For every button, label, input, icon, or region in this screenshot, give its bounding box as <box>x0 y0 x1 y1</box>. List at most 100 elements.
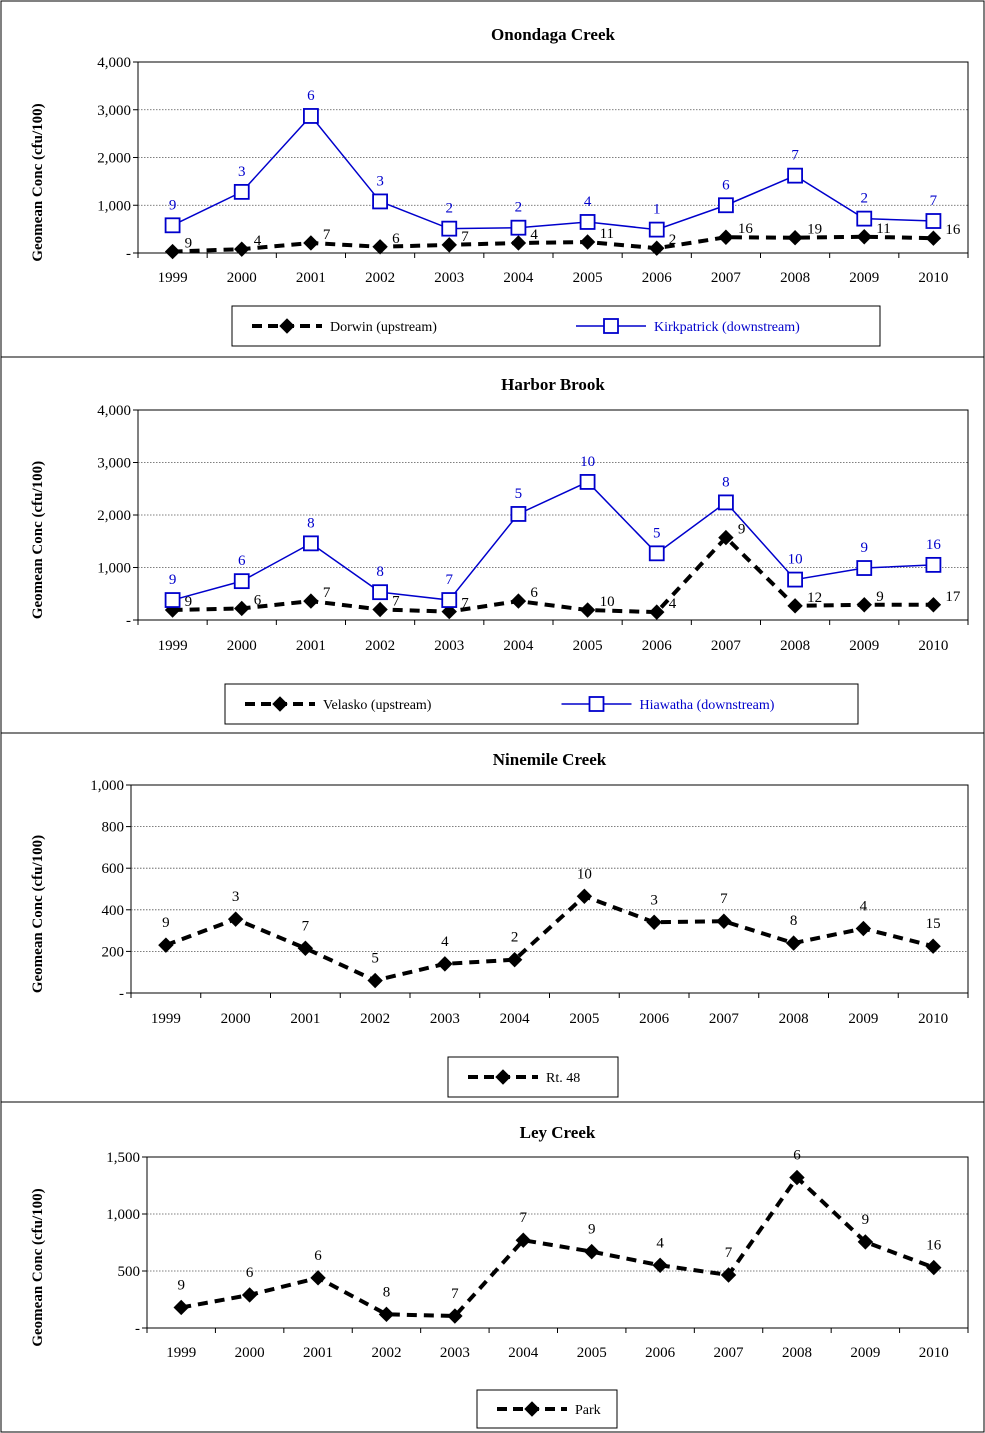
x-tick-label: 2007 <box>711 270 742 286</box>
x-tick-label: 2007 <box>709 1011 740 1027</box>
x-tick-label: 2006 <box>642 638 673 654</box>
data-point <box>785 935 802 951</box>
y-tick-label: 3,000 <box>97 103 131 119</box>
chart-panel-2: Harbor Brook Geomean Conc (cfu/100) - 1,000… <box>30 375 969 725</box>
data-point <box>303 593 319 609</box>
data-point <box>787 598 803 614</box>
data-label: 8 <box>722 474 730 490</box>
data-label: 7 <box>461 596 469 612</box>
data-point <box>372 193 388 210</box>
chart-title: Ley Creek <box>520 1123 596 1142</box>
data-point <box>720 1267 737 1283</box>
data-label: 11 <box>600 226 614 242</box>
data-point <box>925 230 942 246</box>
data-point <box>579 602 596 618</box>
x-tick-label: 2010 <box>918 1011 948 1027</box>
data-point <box>510 235 527 251</box>
data-label: 16 <box>945 222 961 238</box>
data-point <box>297 940 314 956</box>
data-point <box>303 108 319 124</box>
data-label: 4 <box>584 194 592 210</box>
x-tick-label: 2007 <box>711 638 742 654</box>
x-tick-label: 2003 <box>434 638 464 654</box>
data-point <box>579 214 596 230</box>
x-tick-label: 2000 <box>227 638 257 654</box>
data-label: 7 <box>302 918 310 934</box>
x-tick-label: 2001 <box>296 638 326 654</box>
data-point <box>173 1299 189 1316</box>
data-point <box>447 1308 463 1324</box>
x-tick-label: 2006 <box>642 270 673 286</box>
data-label: 16 <box>926 1238 942 1254</box>
y-tick-label: 1,000 <box>90 778 124 794</box>
data-label: 6 <box>722 177 730 193</box>
data-point <box>367 972 383 989</box>
data-point <box>718 197 734 214</box>
data-label: 5 <box>653 525 661 541</box>
data-label: 10 <box>788 552 803 568</box>
data-label: 7 <box>323 227 331 243</box>
legend-label: Velasko (upstream) <box>323 698 432 713</box>
data-point <box>787 571 803 588</box>
data-label: 4 <box>441 934 449 950</box>
data-label: 12 <box>807 590 822 606</box>
series-line <box>172 114 934 231</box>
data-label: 17 <box>945 589 961 605</box>
data-point <box>378 1306 395 1323</box>
data-label: 2 <box>446 201 454 217</box>
chart-panel-1: Onondaga Creek Geomean Conc (cfu/100) - 1,0… <box>30 25 969 347</box>
data-label: 7 <box>461 229 469 245</box>
data-label: 15 <box>926 916 941 932</box>
data-label: 9 <box>185 594 193 610</box>
x-tick-label: 2001 <box>290 1011 320 1027</box>
y-tick-label: 1,000 <box>97 198 131 214</box>
data-point <box>234 600 250 617</box>
x-tick-label: 1999 <box>151 1011 181 1027</box>
data-point <box>164 592 181 608</box>
y-tick-label: 1,000 <box>106 1207 140 1223</box>
data-point <box>310 1270 326 1286</box>
chart-title: Harbor Brook <box>501 375 605 394</box>
y-tick-label: 200 <box>102 944 125 960</box>
data-point <box>515 1232 531 1248</box>
y-tick-label: 2,000 <box>97 151 131 167</box>
data-point <box>372 239 388 255</box>
data-point <box>716 913 732 929</box>
y-tick-label: 400 <box>102 903 125 919</box>
y-axis-label: Geomean Conc (cfu/100) <box>30 461 46 619</box>
chart-panel-4: Ley Creek Geomean Conc (cfu/100) - 500 1,000… <box>30 1123 969 1429</box>
legend-box <box>231 305 881 347</box>
legend-marker <box>279 318 295 334</box>
data-point <box>510 593 527 609</box>
plot-frame <box>146 1156 969 1329</box>
x-tick-label: 2010 <box>918 638 948 654</box>
x-tick-label: 2009 <box>849 638 879 654</box>
x-tick-label: 2003 <box>440 1345 470 1361</box>
data-label: 3 <box>238 164 246 180</box>
data-label: 6 <box>314 1248 322 1264</box>
data-point <box>303 235 319 251</box>
data-label: 10 <box>577 866 592 882</box>
y-tick-label: 4,000 <box>97 403 131 419</box>
x-tick-label: 2010 <box>918 270 948 286</box>
data-point <box>856 210 873 227</box>
data-label: 7 <box>930 193 938 209</box>
data-label: 5 <box>371 951 379 967</box>
data-label: 6 <box>238 553 246 569</box>
data-point <box>164 243 181 260</box>
x-tick-label: 2004 <box>500 1011 531 1027</box>
y-tick-label: 1,500 <box>106 1150 140 1166</box>
data-point <box>925 556 942 573</box>
data-point <box>372 584 388 601</box>
legend-box <box>224 683 859 725</box>
x-tick-label: 1999 <box>166 1345 196 1361</box>
data-label: 11 <box>876 221 890 237</box>
data-label: 4 <box>860 899 868 915</box>
legend-marker <box>272 696 288 712</box>
data-label: 16 <box>738 221 754 237</box>
data-point <box>856 597 872 613</box>
data-point <box>787 167 803 184</box>
data-label: 2 <box>861 191 869 207</box>
